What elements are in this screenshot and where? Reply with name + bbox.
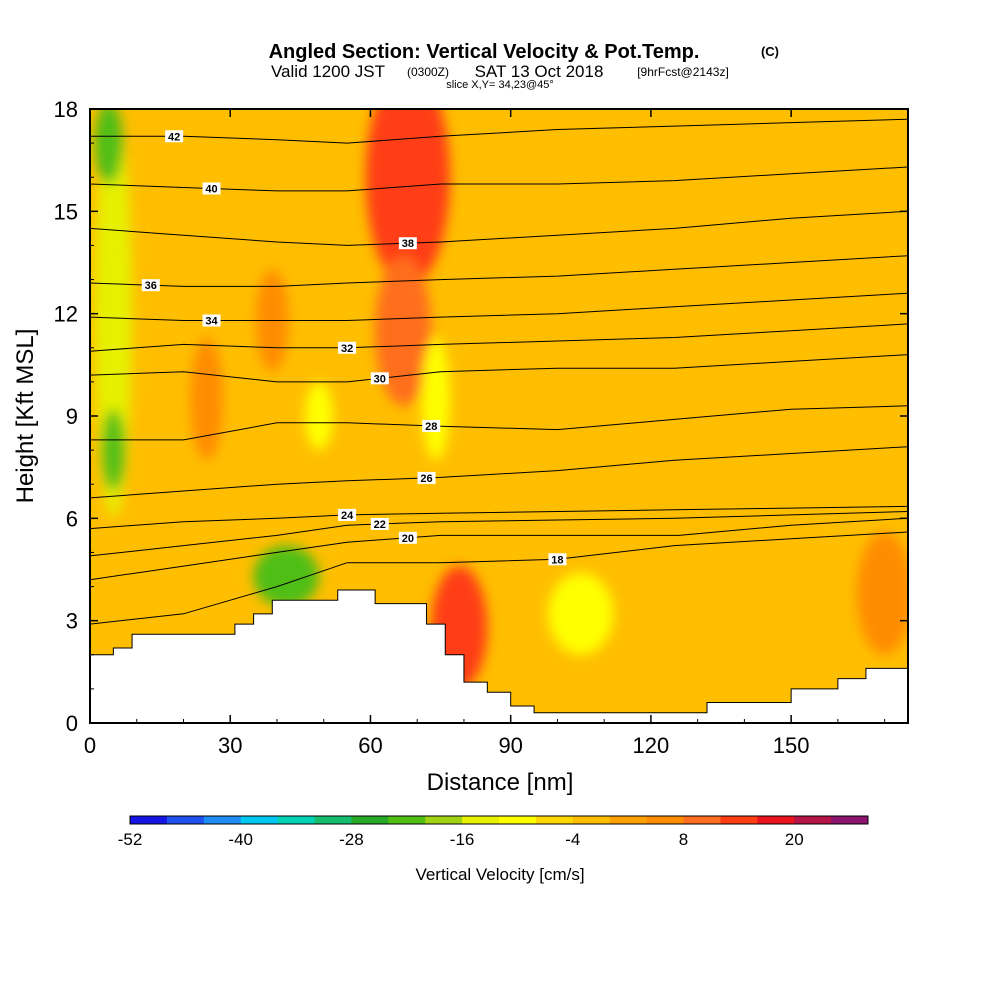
chart-title-unit: (C) (761, 44, 779, 59)
colorbar-swatch-12 (573, 816, 610, 824)
colorbar-swatch-17 (757, 816, 794, 824)
subtitle-forecast: [9hrFcst@2143z] (637, 65, 729, 79)
colorbar-swatch-5 (315, 816, 352, 824)
y-tick-label-9: 9 (66, 404, 78, 429)
colorbar-swatch-11 (536, 816, 573, 824)
x-tick-label-90: 90 (498, 733, 522, 758)
chart-title: Angled Section: Vertical Velocity & Pot.… (269, 41, 700, 63)
colorbar-tick-label-2: -28 (339, 830, 364, 849)
velocity-downdraft-8 (102, 409, 125, 491)
y-tick-label-0: 0 (66, 711, 78, 736)
colorbar: -52 -40 -28 -16 -4 8 20 (118, 816, 869, 849)
velocity-downdraft-11 (548, 573, 613, 655)
velocity-updraft-5 (857, 532, 913, 655)
isentrope-label-42: 42 (168, 131, 180, 143)
velocity-updraft-0 (366, 68, 450, 286)
colorbar-tick-label-4: -4 (565, 830, 580, 849)
x-tick-label-0: 0 (84, 733, 96, 758)
colorbar-label: Vertical Velocity [cm/s] (415, 865, 584, 884)
velocity-updraft-3 (190, 338, 223, 461)
y-tick-label-18: 18 (54, 97, 78, 122)
subtitle-utc: (0300Z) (407, 65, 449, 79)
colorbar-tick-label-1: -40 (228, 830, 253, 849)
chart-canvas: Angled Section: Vertical Velocity & Pot.… (0, 0, 1000, 1000)
colorbar-swatch-1 (167, 816, 204, 824)
y-axis-label: Height [Kft MSL] (12, 329, 39, 504)
colorbar-tick-label-0: -52 (118, 830, 143, 849)
colorbar-swatch-0 (130, 816, 167, 824)
isentrope-label-30: 30 (374, 373, 386, 385)
velocity-downdraft-10 (422, 338, 450, 461)
isentrope-label-32: 32 (341, 343, 353, 355)
x-axis-label: Distance [nm] (427, 769, 574, 796)
y-tick-label-6: 6 (66, 506, 78, 531)
x-tick-label-120: 120 (633, 733, 670, 758)
x-tick-label-30: 30 (218, 733, 242, 758)
isentrope-label-34: 34 (205, 315, 218, 327)
colorbar-swatch-8 (425, 816, 462, 824)
velocity-downdraft-7 (95, 102, 123, 184)
isentrope-label-26: 26 (420, 473, 432, 485)
colorbar-swatch-4 (278, 816, 315, 824)
colorbar-swatch-19 (831, 816, 868, 824)
x-tick-label-60: 60 (358, 733, 382, 758)
isentrope-label-28: 28 (425, 421, 437, 433)
isentrope-label-22: 22 (374, 519, 386, 531)
colorbar-swatch-3 (241, 816, 278, 824)
colorbar-swatch-7 (388, 816, 425, 824)
x-tick-label-150: 150 (773, 733, 810, 758)
plot-area: 18 20 22 24 26 28 30 32 34 36 38 40 42 (90, 68, 913, 723)
isentrope-label-36: 36 (145, 280, 157, 292)
colorbar-swatch-14 (647, 816, 684, 824)
isentrope-label-20: 20 (402, 533, 414, 545)
colorbar-swatch-18 (794, 816, 831, 824)
subtitle-slice: slice X,Y= 34,23@45° (446, 79, 554, 91)
isentrope-label-24: 24 (341, 510, 354, 522)
y-tick-label-15: 15 (54, 199, 78, 224)
colorbar-swatch-6 (351, 816, 388, 824)
colorbar-swatch-10 (499, 816, 536, 824)
isentrope-label-40: 40 (205, 183, 217, 195)
subtitle-valid: Valid 1200 JST (271, 62, 385, 81)
colorbar-tick-label-5: 8 (679, 830, 688, 849)
colorbar-swatch-13 (610, 816, 647, 824)
colorbar-swatch-16 (720, 816, 757, 824)
velocity-downdraft-12 (305, 382, 333, 450)
isentrope-label-38: 38 (402, 238, 414, 250)
colorbar-tick-label-6: 20 (785, 830, 804, 849)
colorbar-tick-label-3: -16 (450, 830, 475, 849)
y-tick-label-3: 3 (66, 609, 78, 634)
isentrope-label-18: 18 (551, 554, 563, 566)
colorbar-swatch-2 (204, 816, 241, 824)
colorbar-swatch-9 (462, 816, 499, 824)
colorbar-swatch-15 (684, 816, 721, 824)
y-tick-label-12: 12 (54, 302, 78, 327)
